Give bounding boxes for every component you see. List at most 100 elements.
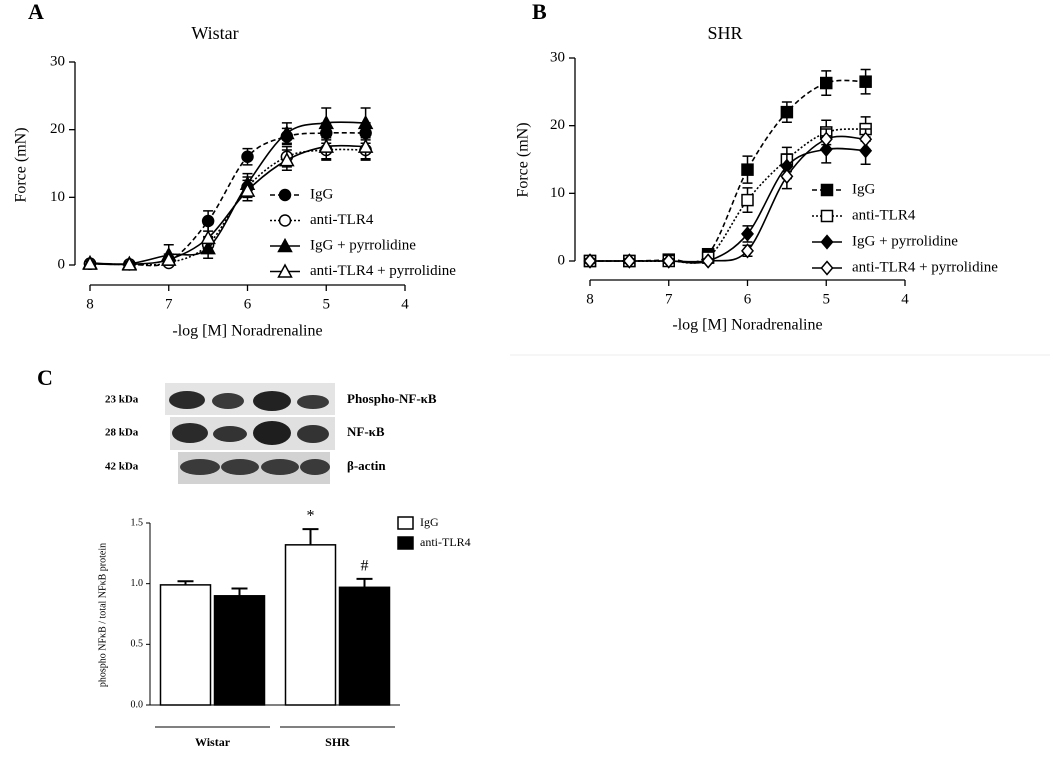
- series-line: [589, 79, 866, 264]
- legend-swatch: [397, 516, 414, 530]
- bar: [338, 586, 391, 706]
- blot-band: [297, 425, 329, 443]
- blot-band: [253, 421, 291, 445]
- marker: [279, 124, 295, 140]
- blot-image: [165, 383, 335, 484]
- x-tick-label: 7: [165, 296, 173, 312]
- x-tick-label: 4: [901, 291, 909, 307]
- blot-size-label: 23 kDa: [105, 394, 139, 406]
- marker: [780, 168, 794, 185]
- legend-swatch: [397, 536, 414, 550]
- x-tick-label: 7: [665, 291, 673, 307]
- legend-marker: [820, 234, 834, 250]
- y-tick-label: 0.0: [131, 699, 144, 710]
- chart-title: SHR: [707, 23, 742, 43]
- marker: [82, 255, 98, 270]
- marker: [121, 256, 138, 271]
- blot-band: [297, 395, 329, 409]
- y-tick-label: 0: [558, 252, 566, 268]
- legend-label: anti-TLR4 + pyrrolidine: [310, 263, 456, 279]
- panel-label: C: [37, 365, 53, 390]
- legend-label: IgG + pyrrolidine: [310, 237, 416, 253]
- legend-marker: [820, 183, 834, 197]
- legend-label: anti-TLR4: [310, 212, 374, 228]
- marker: [318, 138, 335, 153]
- legend-marker: [820, 260, 834, 276]
- y-axis-title: phospho NFκB / total NFκB protein: [97, 543, 108, 687]
- blot-protein-label: Phospho-NF-κB: [347, 391, 437, 406]
- blot-band: [221, 459, 259, 475]
- bar: [159, 584, 212, 706]
- marker: [741, 226, 754, 242]
- y-axis-title: Force (mN): [515, 122, 532, 197]
- x-tick-label: SHR: [325, 735, 350, 749]
- marker: [279, 152, 295, 167]
- blot-protein-label: β-actin: [347, 458, 386, 473]
- legend-marker: [277, 263, 293, 278]
- blot-protein-label: NF-κB: [347, 424, 385, 439]
- blot-size-label: 28 kDa: [105, 427, 139, 439]
- marker: [662, 253, 676, 269]
- x-tick-label: Wistar: [195, 735, 231, 749]
- marker: [859, 131, 873, 147]
- marker: [741, 243, 754, 259]
- blot-band: [261, 459, 299, 475]
- y-tick-label: 20: [550, 117, 565, 133]
- marker: [357, 114, 374, 130]
- x-tick-label: 5: [323, 296, 331, 312]
- legend-label: IgG + pyrrolidine: [852, 233, 958, 249]
- y-tick-label: 20: [50, 121, 65, 137]
- bar: [213, 595, 266, 706]
- marker: [701, 253, 715, 269]
- chart-title: Wistar: [191, 23, 238, 43]
- marker: [622, 253, 636, 269]
- y-tick-label: 10: [50, 189, 65, 205]
- blot-band: [180, 459, 220, 475]
- marker: [741, 163, 754, 176]
- legend-marker: [820, 209, 834, 223]
- legend-label: IgG: [420, 515, 439, 529]
- y-tick-label: 30: [550, 49, 565, 65]
- y-tick-label: 0: [58, 256, 66, 272]
- significance-label: #: [361, 557, 369, 574]
- marker: [160, 251, 177, 266]
- error-bar: [231, 587, 248, 596]
- x-tick-label: 6: [744, 291, 752, 307]
- legend-marker: [278, 214, 292, 227]
- marker: [200, 229, 216, 245]
- significance-label: *: [307, 508, 315, 525]
- legend-label: anti-TLR4: [852, 207, 916, 223]
- legend-label: anti-TLR4: [420, 535, 471, 549]
- marker: [357, 138, 374, 153]
- legend-label: IgG: [310, 186, 333, 202]
- panel-label: B: [532, 0, 547, 24]
- legend-label: anti-TLR4 + pyrrolidine: [852, 259, 998, 275]
- y-tick-label: 30: [50, 53, 65, 69]
- blot-size-label: 42 kDa: [105, 461, 139, 473]
- marker: [820, 76, 833, 90]
- x-tick-label: 8: [86, 296, 94, 312]
- marker: [819, 131, 833, 147]
- y-tick-label: 1.5: [131, 517, 144, 528]
- x-axis-title: -log [M] Noradrenaline: [672, 317, 822, 334]
- y-tick-label: 1.0: [131, 578, 144, 589]
- y-tick-label: 10: [550, 185, 565, 201]
- marker: [318, 114, 335, 130]
- marker: [239, 182, 256, 197]
- blot-band: [253, 391, 291, 411]
- marker: [859, 143, 873, 159]
- marker: [780, 105, 794, 119]
- series-line: [89, 148, 366, 266]
- legend-marker: [277, 237, 293, 253]
- bar: [284, 544, 337, 706]
- marker: [741, 193, 754, 207]
- marker: [859, 75, 872, 88]
- error-bar: [302, 528, 319, 545]
- blot-band: [169, 391, 205, 409]
- x-tick-label: 8: [586, 291, 594, 307]
- x-tick-label: 6: [244, 296, 252, 312]
- marker: [241, 150, 254, 163]
- marker: [583, 253, 597, 269]
- y-axis-title: Force (mN): [13, 127, 30, 202]
